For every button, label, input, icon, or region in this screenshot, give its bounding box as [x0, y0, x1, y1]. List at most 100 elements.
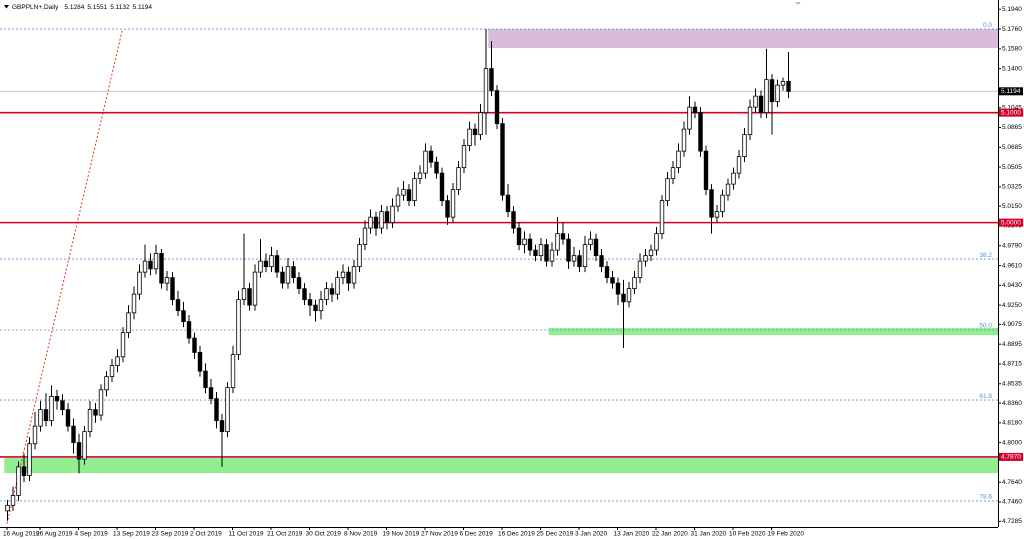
candle-body [527, 238, 533, 251]
fib-label: 0.0 [983, 22, 992, 29]
candle-body [434, 161, 439, 174]
y-tick-label: 4.8895 [1002, 341, 1022, 348]
candle-body [472, 128, 478, 136]
candle-body [274, 255, 280, 273]
zone [488, 29, 998, 49]
candle-body [428, 150, 434, 163]
candle-body [593, 238, 599, 257]
candle-body [335, 277, 340, 295]
candle-body [637, 260, 643, 279]
y-tick-label: 4.9430 [1002, 282, 1022, 289]
candle-body [346, 271, 351, 284]
shift-marker [795, 2, 801, 5]
candle-body [456, 167, 461, 191]
zone [4, 458, 998, 473]
candle-body [120, 332, 126, 358]
candle-body [49, 396, 54, 422]
candle-body [208, 387, 214, 400]
candle-body [692, 106, 698, 114]
candle-body [109, 365, 115, 378]
candle-body [494, 90, 500, 125]
candle-body [599, 255, 604, 268]
current-price-label: 5.1194 [1001, 88, 1021, 95]
x-tick-label: 21 Oct 2019 [267, 531, 303, 538]
candle-body [577, 255, 582, 268]
candle-body [175, 299, 181, 312]
symbol-title: GBPPLN+,Daily [12, 4, 59, 11]
candle-body [219, 420, 225, 433]
candle-body [566, 238, 571, 262]
x-tick-label: 11 Oct 2019 [229, 531, 264, 538]
level-label: 5.1000 [1001, 109, 1021, 116]
candle-body [588, 238, 593, 246]
axes: 5.1940 5.1760 5.1580 5.1400 5.1045 5.0865 5.06… [3, 6, 1023, 538]
zones [4, 29, 998, 473]
candle-body [285, 266, 291, 284]
candle-body [27, 443, 32, 477]
trendline [6, 28, 123, 524]
candle-body [192, 337, 197, 353]
y-tick-label: 4.7640 [1002, 479, 1022, 486]
candle-body [241, 288, 247, 301]
candle-body [98, 389, 104, 416]
candle-body [373, 216, 379, 229]
candle-body [87, 409, 93, 433]
candle-body [10, 495, 16, 506]
header-close: 5.1194 [133, 4, 153, 11]
candle-body [615, 282, 621, 295]
candle-body [478, 112, 483, 136]
candle-body [307, 299, 313, 306]
candle-body [280, 271, 285, 284]
x-tick-label: 10 Feb 2020 [729, 531, 766, 538]
y-tick-label: 5.1580 [1002, 46, 1022, 53]
candle-body [626, 288, 632, 303]
y-tick-label: 4.8535 [1002, 381, 1022, 388]
candle-body [720, 194, 725, 213]
candle-body [43, 409, 49, 422]
y-tick-label: 4.8715 [1002, 361, 1022, 368]
candle-body [747, 106, 753, 136]
candle-body [786, 80, 791, 92]
y-tick-label: 4.9250 [1002, 302, 1022, 309]
candle-body [104, 376, 109, 391]
y-tick-label: 5.0865 [1002, 124, 1022, 131]
fib-label: 38.2 [979, 252, 992, 259]
candle-body [54, 396, 60, 402]
candle-body [225, 387, 230, 433]
candle-body [731, 172, 736, 185]
header: GBPPLN+,Daily 5.1284 5.1551 5.1132 5.1194 [12, 4, 152, 11]
candle-body [511, 211, 516, 229]
candle-body [142, 260, 148, 273]
lines: 0.0 38.2 50.0 61.8 78.6 [0, 22, 998, 524]
x-tick-label: 31 Jan 2020 [691, 531, 727, 538]
y-tick-label: 5.0150 [1002, 203, 1022, 210]
candle-body [186, 321, 192, 339]
candle-body [368, 216, 373, 229]
candle-body [203, 370, 208, 389]
candle-body [302, 288, 307, 301]
header-high: 5.1551 [87, 4, 107, 11]
candle-body [758, 95, 764, 114]
candle-body [483, 68, 489, 114]
candle-body [643, 255, 648, 262]
level-label: 5.0000 [1001, 219, 1021, 226]
y-tick-label: 4.9610 [1002, 262, 1022, 269]
y-tick-label: 5.0325 [1002, 184, 1022, 191]
candle-body [516, 227, 522, 246]
candle-body [439, 172, 445, 202]
candle-body [467, 128, 472, 147]
candle-body [351, 266, 357, 284]
candle-body [632, 277, 637, 290]
candle-body [230, 354, 236, 389]
candle-body [533, 249, 538, 257]
level-label: 4.7870 [1001, 454, 1021, 461]
y-tick-label: 4.9075 [1002, 321, 1022, 328]
candle-body [214, 398, 219, 422]
candle-body [505, 194, 511, 213]
candle-body [681, 128, 687, 152]
fib-label: 50.0 [979, 323, 992, 330]
candle-body [445, 200, 450, 218]
candle-body [769, 79, 775, 103]
